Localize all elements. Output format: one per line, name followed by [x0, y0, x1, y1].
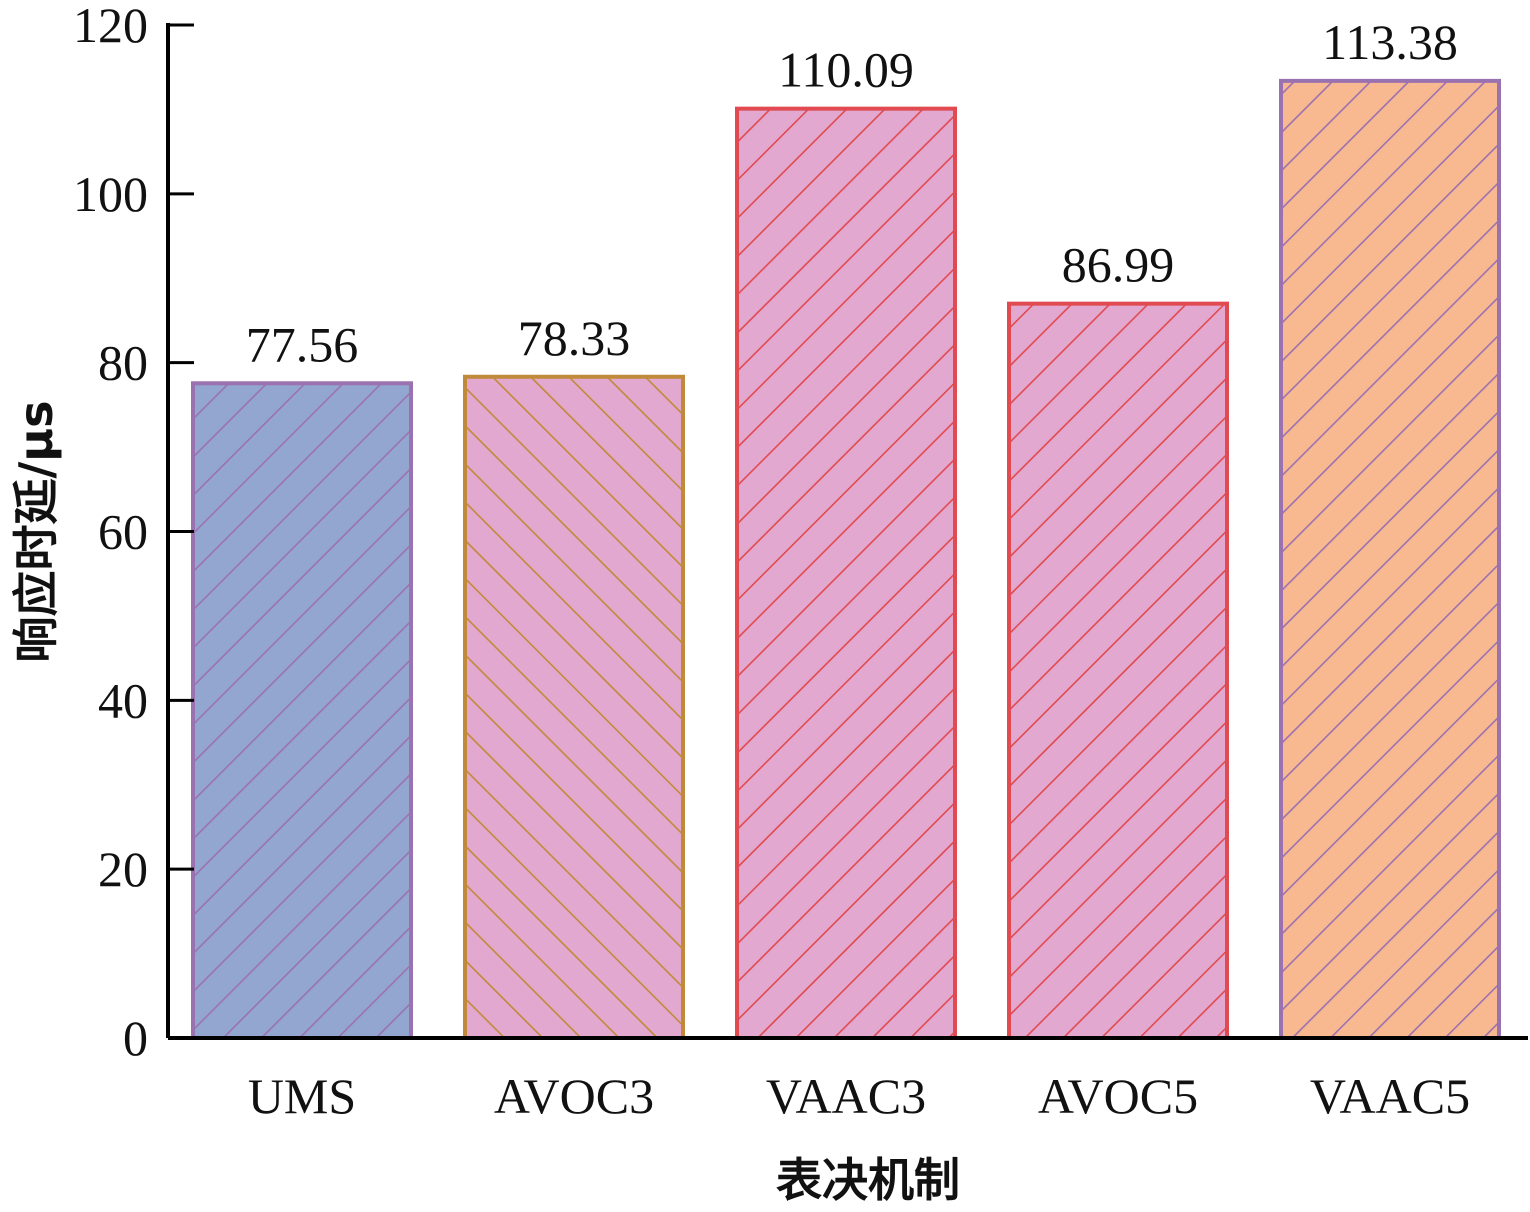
- data-label: 86.99: [1062, 237, 1175, 293]
- bars-layer: [191, 78, 1501, 1041]
- y-tick-label: 120: [73, 0, 148, 53]
- y-tick-label: 80: [98, 335, 148, 391]
- bar-ums: [191, 381, 413, 1040]
- x-category-label: VAAC5: [1310, 1068, 1470, 1124]
- data-label: 77.56: [246, 316, 359, 372]
- data-label: 78.33: [518, 310, 631, 366]
- bar-avoc3: [463, 374, 685, 1041]
- x-category-label: VAAC3: [766, 1068, 926, 1124]
- y-tick-label: 100: [73, 166, 148, 222]
- x-axis-title: 表决机制: [776, 1153, 960, 1207]
- x-categories-layer: UMS AVOC3 VAAC3 AVOC5 VAAC5: [248, 1068, 1470, 1124]
- bar-avoc5: [1007, 301, 1229, 1040]
- y-tick-label: 0: [123, 1010, 148, 1066]
- data-labels-layer: 77.56 78.33 110.09 86.99 113.38: [246, 14, 1458, 372]
- y-ticks-layer: 0 20 40 60 80 100 120: [73, 0, 194, 1066]
- x-category-label: AVOC3: [494, 1068, 654, 1124]
- y-tick-label: 20: [98, 841, 148, 897]
- y-tick-label: 40: [98, 672, 148, 728]
- y-tick-label: 60: [98, 504, 148, 560]
- data-label: 110.09: [778, 42, 914, 98]
- data-label: 113.38: [1322, 14, 1458, 70]
- x-category-label: UMS: [248, 1068, 356, 1124]
- y-axis-title: 响应时延/μs: [9, 400, 63, 662]
- x-category-label: AVOC5: [1038, 1068, 1198, 1124]
- bar-vaac3: [735, 106, 957, 1040]
- bar-vaac5: [1279, 78, 1501, 1040]
